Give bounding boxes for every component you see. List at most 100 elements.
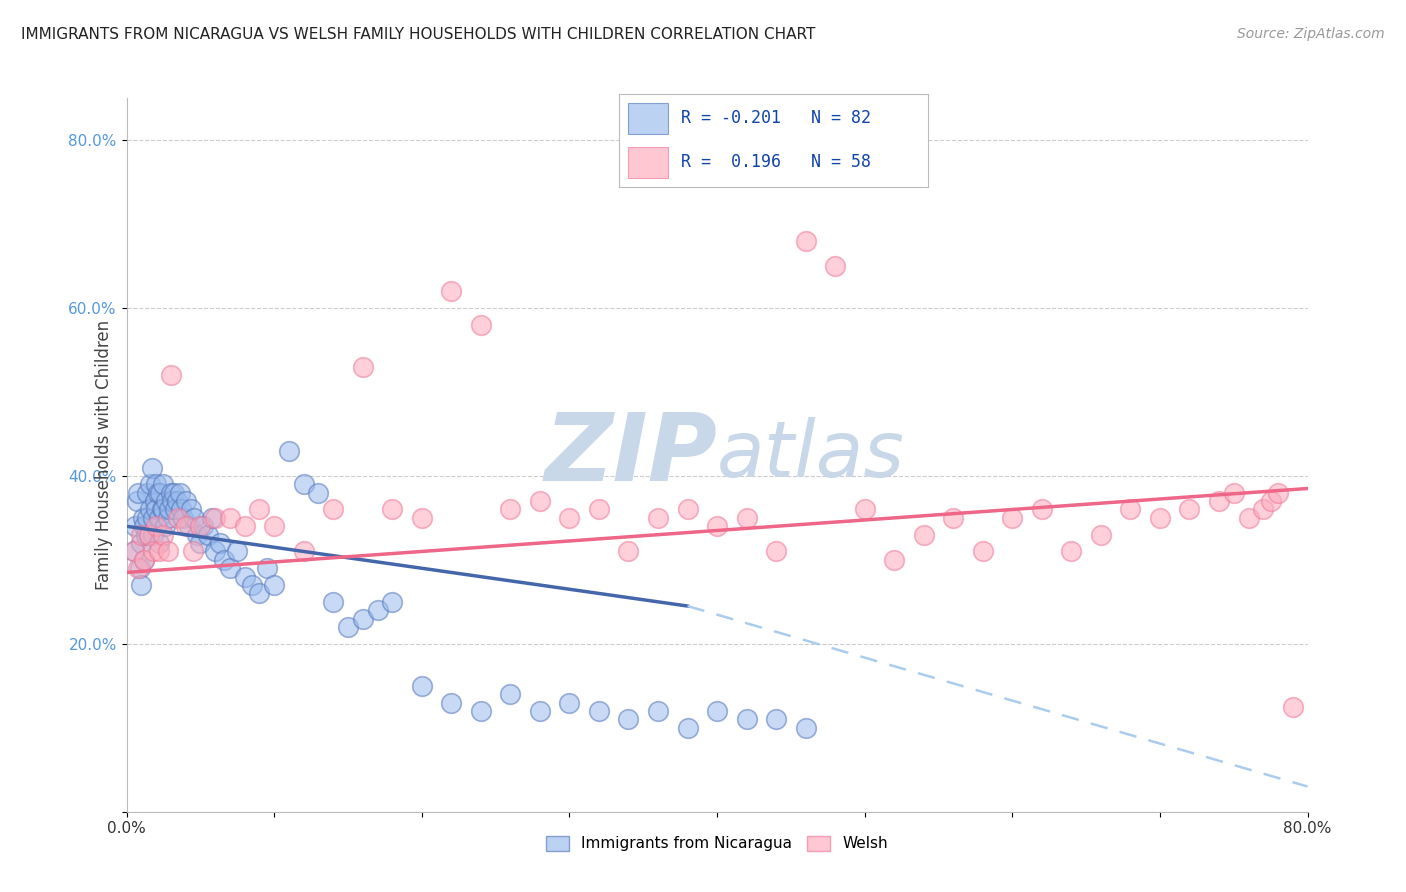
Point — [148, 544, 170, 558]
Point — [972, 544, 994, 558]
Point — [278, 443, 301, 458]
Point — [307, 485, 329, 500]
Point — [134, 553, 156, 567]
Point — [226, 544, 249, 558]
Point — [177, 519, 200, 533]
Point — [706, 519, 728, 533]
Point — [204, 511, 226, 525]
Point — [499, 687, 522, 701]
Point — [152, 502, 174, 516]
Point — [136, 511, 159, 525]
Point — [141, 460, 163, 475]
Point — [1260, 494, 1282, 508]
Point — [142, 544, 165, 558]
Point — [193, 519, 215, 533]
Point — [197, 527, 219, 541]
Point — [1282, 699, 1305, 714]
Point — [883, 553, 905, 567]
Text: IMMIGRANTS FROM NICARAGUA VS WELSH FAMILY HOUSEHOLDS WITH CHILDREN CORRELATION C: IMMIGRANTS FROM NICARAGUA VS WELSH FAMIL… — [21, 27, 815, 42]
Point — [174, 494, 197, 508]
Point — [411, 679, 433, 693]
Point — [337, 620, 360, 634]
Point — [138, 527, 160, 541]
Point — [322, 502, 344, 516]
Point — [411, 511, 433, 525]
Point — [166, 494, 188, 508]
Point — [1267, 485, 1289, 500]
Point — [1119, 502, 1142, 516]
Point — [124, 519, 146, 533]
Y-axis label: Family Households with Children: Family Households with Children — [94, 320, 112, 590]
Point — [145, 502, 167, 516]
Point — [1031, 502, 1053, 516]
Point — [167, 511, 190, 525]
Point — [128, 561, 150, 575]
Point — [1149, 511, 1171, 525]
Point — [588, 704, 610, 718]
Point — [122, 544, 145, 558]
Point — [292, 477, 315, 491]
Point — [134, 519, 156, 533]
Point — [125, 494, 148, 508]
Point — [148, 536, 170, 550]
Point — [647, 511, 669, 525]
Point — [292, 544, 315, 558]
Point — [201, 511, 224, 525]
Point — [156, 544, 179, 558]
Point — [174, 519, 197, 533]
Point — [139, 502, 162, 516]
Point — [942, 511, 965, 525]
Point — [853, 502, 876, 516]
Point — [127, 561, 149, 575]
Bar — [628, 147, 668, 178]
Point — [352, 612, 374, 626]
Point — [152, 527, 174, 541]
Text: Source: ZipAtlas.com: Source: ZipAtlas.com — [1237, 27, 1385, 41]
Point — [139, 477, 162, 491]
Point — [676, 721, 699, 735]
Point — [157, 502, 180, 516]
Point — [142, 511, 165, 525]
Point — [233, 569, 256, 583]
Point — [186, 527, 208, 541]
Point — [912, 527, 935, 541]
Point — [188, 519, 211, 533]
Point — [499, 502, 522, 516]
Point — [127, 485, 149, 500]
Point — [1090, 527, 1112, 541]
Point — [765, 544, 787, 558]
Point — [735, 712, 758, 726]
Point — [440, 284, 463, 298]
Point — [352, 359, 374, 374]
Point — [150, 502, 173, 516]
Point — [132, 511, 155, 525]
Point — [145, 477, 167, 491]
Point — [529, 494, 551, 508]
Point — [159, 368, 183, 383]
Legend: Immigrants from Nicaragua, Welsh: Immigrants from Nicaragua, Welsh — [540, 830, 894, 857]
Point — [152, 477, 174, 491]
Point — [366, 603, 388, 617]
Point — [1178, 502, 1201, 516]
Point — [240, 578, 263, 592]
Point — [153, 519, 176, 533]
Point — [706, 704, 728, 718]
Point — [765, 712, 787, 726]
Point — [148, 511, 170, 525]
Point — [163, 485, 186, 500]
Point — [233, 519, 256, 533]
Point — [1222, 485, 1246, 500]
Point — [381, 595, 404, 609]
Point — [219, 511, 242, 525]
Point — [322, 595, 344, 609]
Point — [256, 561, 278, 575]
Point — [735, 511, 758, 525]
Point — [676, 502, 699, 516]
Point — [183, 511, 205, 525]
Point — [159, 485, 183, 500]
Point — [172, 511, 194, 525]
Point — [381, 502, 404, 516]
Point — [122, 544, 145, 558]
Point — [145, 519, 167, 533]
Point — [136, 485, 159, 500]
